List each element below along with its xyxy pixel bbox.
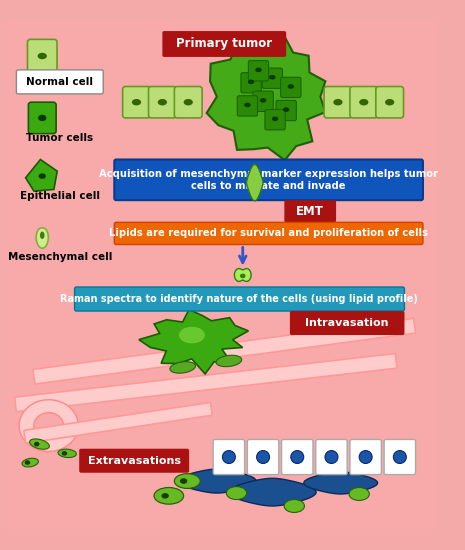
Ellipse shape xyxy=(154,487,184,504)
FancyBboxPatch shape xyxy=(290,311,405,335)
FancyBboxPatch shape xyxy=(241,73,261,93)
FancyBboxPatch shape xyxy=(248,60,269,81)
FancyBboxPatch shape xyxy=(282,439,313,475)
Text: Epithelial cell: Epithelial cell xyxy=(20,191,100,201)
FancyBboxPatch shape xyxy=(284,200,336,222)
Ellipse shape xyxy=(385,99,394,106)
Ellipse shape xyxy=(349,487,369,500)
FancyBboxPatch shape xyxy=(265,109,285,130)
Ellipse shape xyxy=(226,487,247,499)
FancyBboxPatch shape xyxy=(28,102,56,134)
FancyBboxPatch shape xyxy=(16,70,103,94)
Text: EMT: EMT xyxy=(296,205,324,218)
Ellipse shape xyxy=(244,103,251,107)
Polygon shape xyxy=(139,310,248,374)
FancyBboxPatch shape xyxy=(324,86,352,118)
FancyBboxPatch shape xyxy=(79,449,189,473)
Ellipse shape xyxy=(260,98,266,103)
Ellipse shape xyxy=(248,80,254,84)
Text: Intravasation: Intravasation xyxy=(306,318,389,328)
FancyBboxPatch shape xyxy=(114,222,423,245)
Polygon shape xyxy=(216,355,242,367)
Text: Raman spectra to identify nature of the cells (using lipid profile): Raman spectra to identify nature of the … xyxy=(60,294,418,304)
Ellipse shape xyxy=(359,99,368,106)
FancyBboxPatch shape xyxy=(384,439,416,475)
Text: Extravasations: Extravasations xyxy=(88,456,181,466)
Polygon shape xyxy=(30,439,49,449)
Text: Normal cell: Normal cell xyxy=(27,77,93,87)
Ellipse shape xyxy=(393,450,406,464)
FancyBboxPatch shape xyxy=(237,96,258,116)
Ellipse shape xyxy=(283,107,289,112)
FancyBboxPatch shape xyxy=(33,318,416,384)
Ellipse shape xyxy=(255,68,262,72)
Ellipse shape xyxy=(269,75,276,80)
FancyBboxPatch shape xyxy=(162,31,286,57)
FancyBboxPatch shape xyxy=(74,287,405,311)
Ellipse shape xyxy=(333,99,343,106)
Ellipse shape xyxy=(291,450,304,464)
Text: Mesenchymal cell: Mesenchymal cell xyxy=(7,251,112,261)
Text: Lipids are required for survival and proliferation of cells: Lipids are required for survival and pro… xyxy=(109,228,428,238)
Ellipse shape xyxy=(325,450,338,464)
FancyBboxPatch shape xyxy=(148,86,176,118)
Polygon shape xyxy=(234,268,251,282)
Ellipse shape xyxy=(174,474,200,488)
Polygon shape xyxy=(170,362,195,373)
FancyBboxPatch shape xyxy=(123,86,150,118)
Ellipse shape xyxy=(38,53,47,59)
Ellipse shape xyxy=(40,232,45,239)
Polygon shape xyxy=(229,478,316,506)
Ellipse shape xyxy=(34,442,40,447)
FancyBboxPatch shape xyxy=(350,86,378,118)
Ellipse shape xyxy=(25,460,30,465)
FancyBboxPatch shape xyxy=(24,403,212,443)
FancyBboxPatch shape xyxy=(281,77,301,97)
Text: Acquisition of mesenchymal marker expression helps tumor
cells to migrate and in: Acquisition of mesenchymal marker expres… xyxy=(99,169,438,191)
Ellipse shape xyxy=(184,99,193,106)
Polygon shape xyxy=(22,458,39,467)
Ellipse shape xyxy=(39,173,46,179)
Polygon shape xyxy=(178,469,256,493)
FancyBboxPatch shape xyxy=(27,40,57,73)
Text: Primary tumor: Primary tumor xyxy=(176,37,272,51)
Polygon shape xyxy=(36,228,48,248)
Ellipse shape xyxy=(161,493,169,499)
FancyBboxPatch shape xyxy=(174,86,202,118)
FancyBboxPatch shape xyxy=(262,68,283,89)
Ellipse shape xyxy=(284,499,305,513)
Ellipse shape xyxy=(180,478,187,484)
Ellipse shape xyxy=(272,117,279,121)
Ellipse shape xyxy=(62,451,67,455)
FancyBboxPatch shape xyxy=(253,91,273,112)
FancyBboxPatch shape xyxy=(213,439,245,475)
FancyBboxPatch shape xyxy=(376,86,404,118)
FancyBboxPatch shape xyxy=(114,160,423,200)
Polygon shape xyxy=(58,449,76,458)
Polygon shape xyxy=(304,472,378,494)
Ellipse shape xyxy=(179,327,205,343)
Ellipse shape xyxy=(132,99,141,106)
Polygon shape xyxy=(26,160,57,191)
Ellipse shape xyxy=(158,99,167,106)
Ellipse shape xyxy=(359,450,372,464)
FancyBboxPatch shape xyxy=(276,100,296,120)
Ellipse shape xyxy=(222,450,235,464)
Ellipse shape xyxy=(287,84,294,89)
Ellipse shape xyxy=(257,450,270,464)
FancyBboxPatch shape xyxy=(316,439,347,475)
Polygon shape xyxy=(206,36,326,160)
Text: Tumor cells: Tumor cells xyxy=(26,133,93,143)
PathPatch shape xyxy=(19,400,78,452)
Polygon shape xyxy=(246,164,263,201)
FancyBboxPatch shape xyxy=(350,439,381,475)
FancyBboxPatch shape xyxy=(247,439,279,475)
Ellipse shape xyxy=(240,273,246,278)
FancyBboxPatch shape xyxy=(0,14,443,536)
FancyBboxPatch shape xyxy=(15,354,397,412)
Ellipse shape xyxy=(38,115,46,121)
